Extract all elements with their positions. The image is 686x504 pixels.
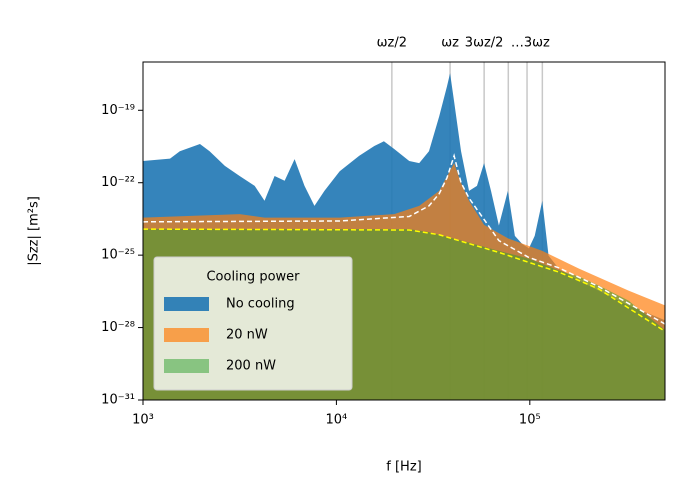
legend: Cooling power No cooling 20 nW 200 nW	[153, 256, 353, 391]
y-tick-label: 10⁻³¹	[101, 393, 135, 408]
annotation: ωz/2	[377, 36, 407, 51]
x-tick-label: 10⁴	[326, 413, 348, 428]
y-axis-label: |Szz| [m²s]	[27, 196, 42, 266]
legend-label: 20 nW	[226, 328, 268, 343]
y-tick-label: 10⁻²⁸	[101, 320, 135, 335]
annotation: …3ωz	[511, 36, 550, 51]
legend-label: No cooling	[226, 297, 295, 312]
annotation: 3ωz/2	[465, 36, 504, 51]
y-tick-label: 10⁻¹⁹	[101, 103, 135, 118]
legend-swatch	[164, 328, 209, 342]
fit-line	[143, 228, 665, 332]
plot-frame	[142, 61, 666, 401]
y-tick-label: 10⁻²²	[101, 175, 135, 190]
x-axis-label: f [Hz]	[386, 460, 421, 475]
legend-box	[153, 256, 353, 391]
legend-title: Cooling power	[206, 270, 300, 285]
axes: 10³ 10⁴ 10⁵ 10⁻³¹ 10⁻²⁸ 10⁻²⁵ 10⁻²² 10⁻¹⁹	[101, 103, 541, 428]
annotation: ωz	[441, 36, 459, 51]
legend-swatch	[164, 359, 209, 373]
x-tick-label: 10³	[132, 413, 154, 428]
y-tick-label: 10⁻²⁵	[101, 248, 135, 263]
fit-line	[143, 153, 665, 325]
legend-swatch	[164, 297, 209, 311]
fit-lines	[143, 153, 665, 332]
legend-label: 200 nW	[226, 359, 276, 374]
x-tick-label: 10⁵	[519, 413, 541, 428]
